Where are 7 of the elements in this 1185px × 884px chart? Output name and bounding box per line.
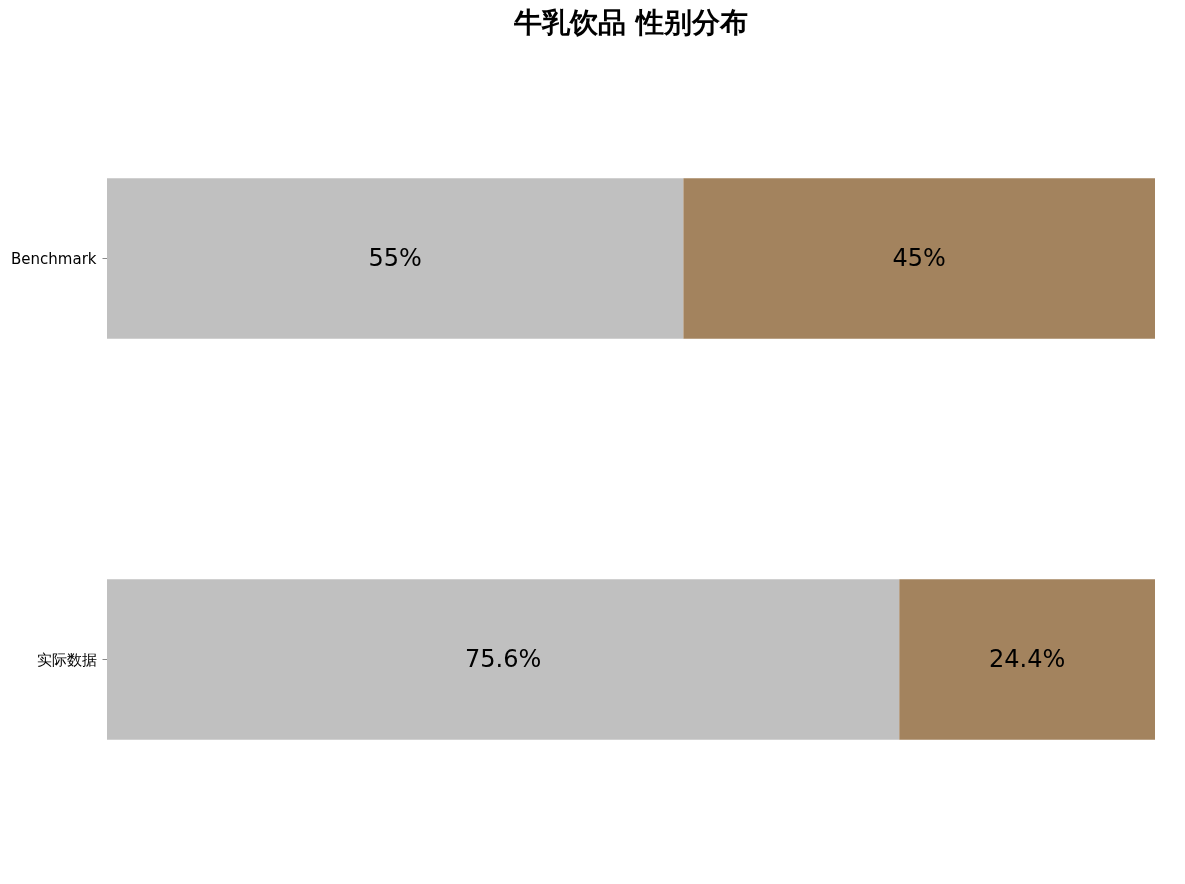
data-label: 45% [892,243,946,272]
data-label: 24.4% [989,644,1066,673]
data-label: 55% [368,243,422,272]
y-tick-label: 实际数据 [36,650,97,669]
chart-title: 牛乳饮品 性别分布 [513,6,748,39]
y-tick-label: Benchmark [11,249,97,268]
data-label: 75.6% [465,644,542,673]
